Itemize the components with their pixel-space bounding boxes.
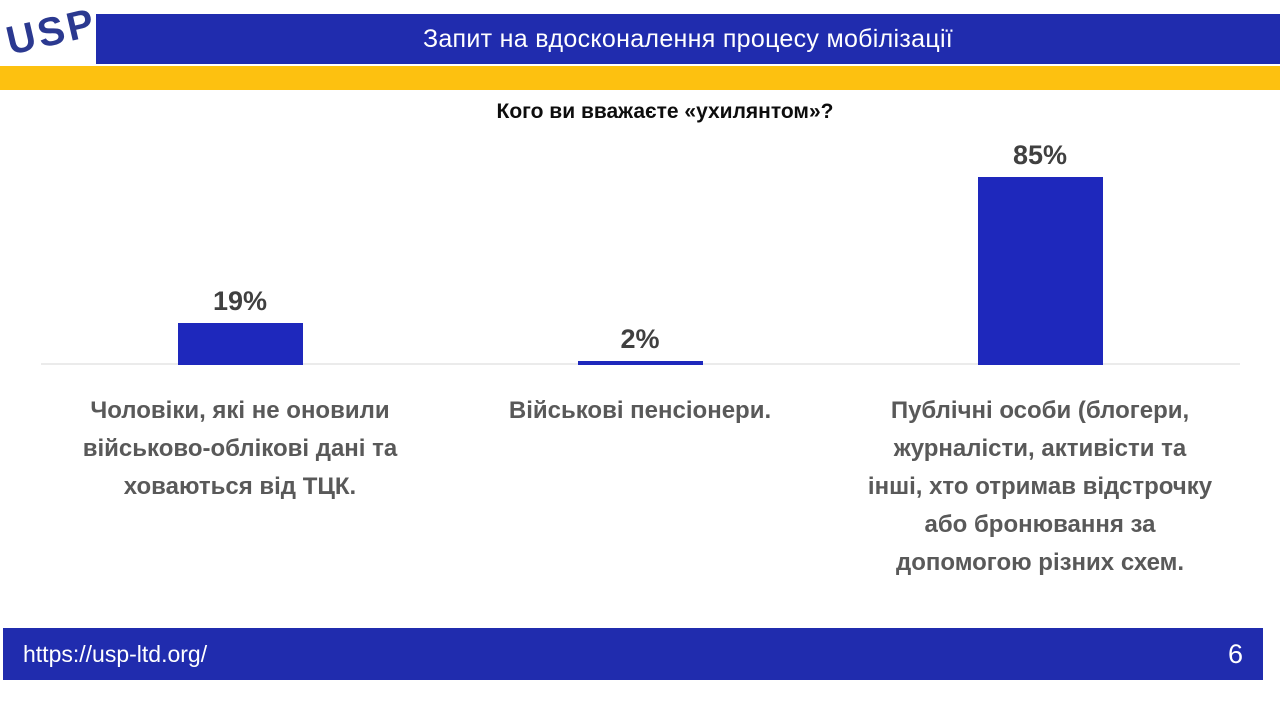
- bar: [177, 323, 303, 365]
- value-label: 85%: [1012, 140, 1068, 170]
- bar: [977, 177, 1103, 365]
- category-label: Публічні особи (блогери, журналісти, акт…: [867, 397, 1213, 576]
- category-label: Чоловіки, які не оновили військово-облік…: [82, 397, 398, 500]
- value-label: 19%: [212, 286, 268, 316]
- chart-column: 19% Чоловіки, які не оновили військово-о…: [40, 120, 440, 582]
- footer-url: https://usp-ltd.org/: [23, 640, 208, 667]
- chart-column: 2% Військові пенсіонери.: [440, 120, 840, 582]
- usp-logo-text: USP: [2, 0, 102, 64]
- usp-logo: USP: [0, 0, 101, 66]
- chart-column: 85% Публічні особи (блогери, журналісти,…: [840, 120, 1240, 582]
- value-label: 2%: [620, 324, 660, 354]
- category-label: Військові пенсіонери.: [508, 397, 772, 424]
- bar-chart: 19% Чоловіки, які не оновили військово-о…: [40, 120, 1240, 582]
- header-title: Запит на вдосконалення процесу мобілізац…: [422, 24, 954, 53]
- page-number: 6: [1227, 638, 1243, 669]
- yellow-accent-stripe: [0, 66, 1280, 90]
- footer-bar: https://usp-ltd.org/ 6: [3, 628, 1263, 680]
- bar: [577, 361, 703, 365]
- header-bar: Запит на вдосконалення процесу мобілізац…: [96, 14, 1280, 64]
- chart-title: Кого ви вважаєте «ухилянтом»?: [496, 100, 834, 123]
